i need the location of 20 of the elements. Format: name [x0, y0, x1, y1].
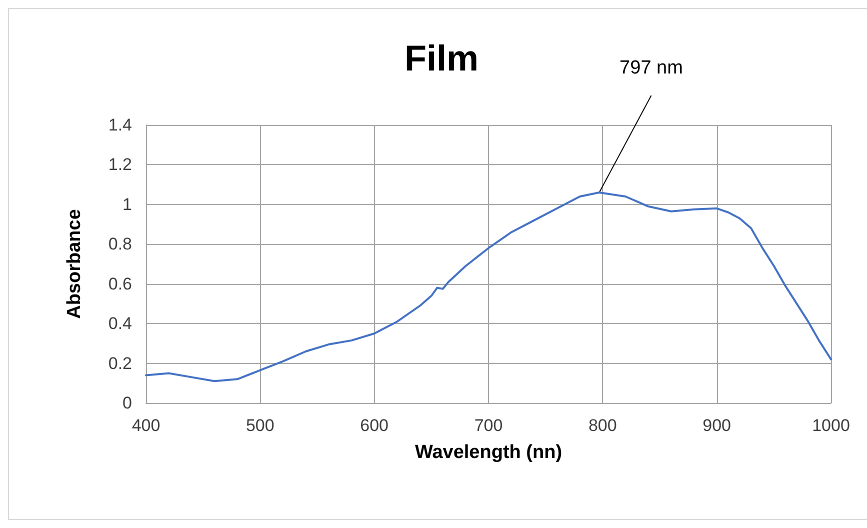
y-tick-label: 0.4 [108, 314, 132, 334]
x-tick-label: 500 [246, 416, 274, 435]
x-tick-label: 600 [360, 416, 389, 435]
y-tick-label: 1.4 [108, 116, 132, 134]
line-series [145, 192, 832, 382]
x-tick-label: 1000 [812, 416, 850, 435]
y-tick-label: 0.6 [108, 274, 132, 294]
y-tick-label: 0.2 [108, 354, 132, 373]
x-tick-label: 800 [588, 416, 617, 435]
y-axis-title: Absorbance [64, 209, 85, 319]
x-axis-title: Wavelength (nn) [414, 442, 562, 463]
annotation: 797 nm [620, 58, 683, 79]
chart-title: Film [404, 38, 479, 78]
y-tick-label: 1 [122, 194, 132, 214]
x-tick-label: 400 [132, 416, 160, 435]
x-tick-label: 700 [474, 416, 503, 435]
x-tick-label: 900 [702, 416, 732, 435]
y-tick-label: 0.8 [108, 234, 132, 254]
y-tick-label: 1.2 [108, 155, 132, 174]
y-tick-label: 0 [122, 394, 132, 412]
